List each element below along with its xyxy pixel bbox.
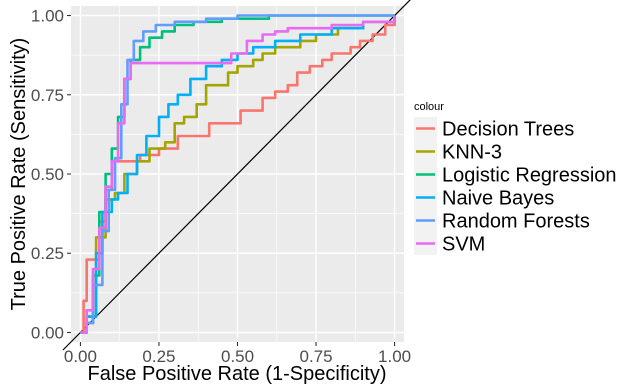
x-tick-label: 0.75: [299, 347, 332, 366]
legend-label: Logistic Regression: [442, 165, 617, 187]
legend-label: SVM: [442, 234, 485, 256]
y-tick-label: 0.25: [31, 244, 64, 263]
legend-title: colour: [414, 101, 444, 113]
roc-curve-knn-3: [80, 15, 396, 334]
roc-curve-random-forests: [80, 14, 395, 334]
legend-label: KNN-3: [442, 142, 502, 164]
x-axis-title: False Positive Rate (1-Specificity): [88, 363, 387, 385]
legend-label: Naive Bayes: [442, 188, 554, 210]
x-tick-label: 0.50: [221, 347, 254, 366]
roc-curves: [80, 14, 396, 334]
y-axis-title: True Positive Rate (Sensitivity): [8, 38, 30, 311]
legend-label: Decision Trees: [442, 119, 574, 141]
roc-curve-svm: [80, 15, 396, 334]
axis-ticks: 0.00 0.25 0.50 0.75 1.00 0.00 0.25 0.50 0.75 1.00: [31, 7, 411, 366]
reference-diagonal: [62, 0, 411, 351]
diagonal-reference-line: [62, 0, 411, 351]
roc-curve-naive-bayes: [80, 15, 396, 334]
y-tick-label: 0.00: [31, 323, 64, 342]
y-tick-label: 0.50: [31, 165, 64, 184]
x-tick-label: 1.00: [378, 347, 411, 366]
y-tick-label: 1.00: [31, 7, 64, 26]
legend-label: Random Forests: [442, 211, 590, 233]
x-tick-label: 0.00: [64, 347, 97, 366]
y-tick-label: 0.75: [31, 86, 64, 105]
x-tick-label: 0.25: [142, 347, 175, 366]
